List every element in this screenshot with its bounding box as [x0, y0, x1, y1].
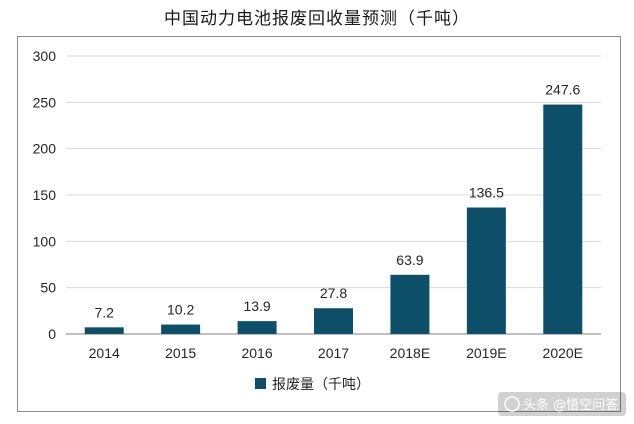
- x-tick-label: 2019E: [466, 345, 506, 361]
- legend-label: 报废量（千吨）: [272, 377, 370, 393]
- x-tick-label: 2017: [318, 345, 349, 361]
- bar: [543, 104, 583, 334]
- x-tick-label: 2020E: [543, 345, 583, 361]
- bar: [314, 308, 353, 334]
- y-tick-label: 0: [48, 326, 56, 342]
- watermark: 头条 @悟空问答: [498, 392, 626, 416]
- bar: [390, 274, 430, 334]
- legend: 报废量（千吨）: [255, 377, 370, 393]
- y-axis: 0 50 100 150 200 250 300: [33, 48, 57, 342]
- x-tick-label: 2015: [165, 345, 196, 361]
- bars: [84, 104, 583, 334]
- data-label: 63.9: [396, 252, 423, 268]
- data-label: 10.2: [167, 302, 194, 318]
- x-tick-label: 2018E: [390, 345, 430, 361]
- data-label: 247.6: [545, 82, 580, 98]
- gridlines: [66, 55, 601, 335]
- y-tick-label: 300: [33, 48, 57, 64]
- y-tick-label: 250: [33, 94, 57, 110]
- watermark-bg: [498, 392, 626, 416]
- data-label: 136.5: [469, 185, 504, 201]
- chart-frame: [17, 36, 621, 412]
- y-tick-label: 50: [40, 280, 56, 296]
- legend-swatch: [255, 378, 266, 389]
- bar: [466, 207, 506, 334]
- speech-bubble-icon: [504, 396, 520, 412]
- x-tick-label: 2016: [241, 345, 272, 361]
- chart-title: 中国动力电池报废回收量预测（千吨）: [164, 9, 470, 29]
- bar: [237, 321, 277, 334]
- x-tick-label: 2014: [89, 345, 120, 361]
- data-label: 27.8: [320, 285, 347, 301]
- data-label: 13.9: [243, 298, 270, 314]
- y-tick-label: 100: [33, 233, 57, 249]
- data-labels: 7.2 10.2 13.9 27.8 63.9 136.5 247.6: [94, 82, 580, 321]
- x-axis: 2014 2015 2016 2017 2018E 2019E 2020E: [89, 345, 583, 361]
- watermark-text: 头条 @悟空问答: [523, 397, 618, 413]
- bar: [84, 327, 124, 334]
- data-label: 7.2: [94, 304, 114, 320]
- bar: [161, 324, 201, 334]
- y-tick-label: 200: [33, 141, 57, 157]
- y-tick-label: 150: [33, 187, 57, 203]
